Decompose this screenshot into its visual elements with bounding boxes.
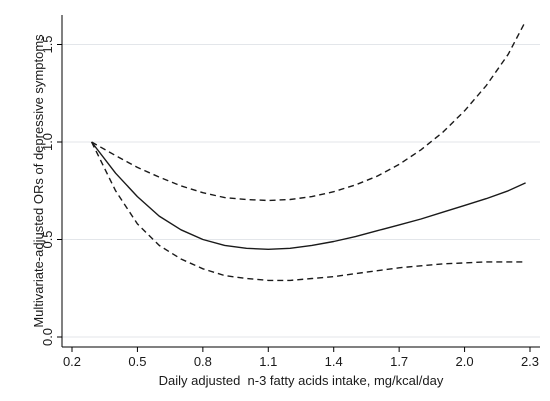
x-axis-ticks: 0.2 0.5 0.8 1.1 1.4 1.7 2.0 2.3 (63, 347, 539, 369)
x-tick-label: 2.3 (521, 354, 539, 369)
y-axis-label: Multivariate-adjusted ORs of depressive … (31, 34, 46, 328)
y-tick-label: 0.5 (40, 230, 55, 248)
axes (61, 15, 540, 348)
confidence-band-line-2 (90, 141, 526, 282)
x-tick-label: 0.8 (194, 354, 212, 369)
y-tick-label: 1.5 (40, 35, 55, 53)
x-tick-label: 0.2 (63, 354, 81, 369)
y-tick-label: 1.0 (40, 133, 55, 151)
confidence-band-line-1 (91, 20, 527, 202)
x-tick-label: 2.0 (456, 354, 474, 369)
x-axis-label: Daily adjusted n-3 fatty acids intake, m… (159, 373, 444, 388)
plot-area (62, 15, 540, 347)
gridlines (62, 44, 540, 338)
x-tick-label: 0.5 (128, 354, 146, 369)
series-lines (90, 20, 527, 282)
x-tick-label: 1.4 (325, 354, 343, 369)
y-tick-label: 0.0 (40, 328, 55, 346)
estimate-line (91, 141, 526, 251)
y-axis-ticks: 0.0 0.5 1.0 1.5 (40, 35, 62, 346)
x-tick-label: 1.1 (259, 354, 277, 369)
x-tick-label: 1.7 (390, 354, 408, 369)
